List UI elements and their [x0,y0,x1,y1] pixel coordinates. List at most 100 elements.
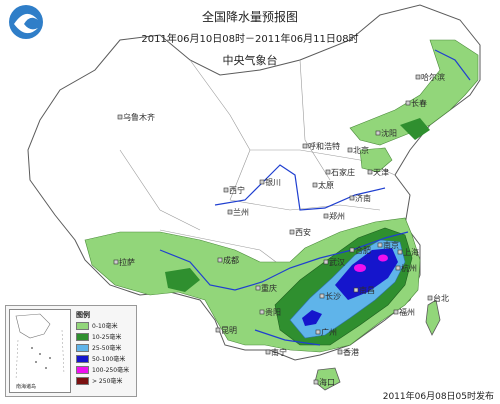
city-marker: 沈阳 [375,128,397,138]
city-marker: 香港 [337,347,359,357]
city-dot [415,74,421,80]
city-label: 福州 [399,308,415,317]
city-marker: 长沙 [319,291,341,301]
city-label: 武汉 [329,257,345,267]
city-marker: 郑州 [323,211,345,221]
city-label: 海口 [319,377,335,387]
city-marker: 贵阳 [259,307,281,317]
city-marker: 银川 [259,177,281,187]
city-marker: 长春 [405,98,427,108]
legend-swatch [76,365,89,374]
city-dot [367,169,373,175]
legend-label: > 250毫米 [92,378,123,385]
legend-box: 南海诸岛 图例 0-10毫米 10-25毫米 25-50毫米 50-100毫米 100-… [5,305,137,397]
city-marker: 武汉 [323,257,345,267]
city-dot [315,329,321,335]
legend-swatch [76,376,89,385]
city-label: 重庆 [261,283,277,293]
city-marker: 成都 [217,255,239,265]
city-marker: 杭州 [395,263,417,273]
city-marker: 天津 [367,167,389,177]
city-label: 成都 [223,255,239,265]
city-dot [377,242,383,248]
city-label: 昆明 [221,326,237,335]
legend-item: 0-10毫米 [76,321,118,330]
city-label: 广州 [321,327,337,337]
city-label: 上海 [403,247,419,257]
city-label: 香港 [343,347,359,357]
city-marker: 南宁 [265,347,287,357]
city-dot [347,147,353,153]
city-label: 郑州 [329,211,345,221]
city-label: 呼和浩特 [308,141,340,151]
city-marker: 太原 [312,180,334,190]
city-label: 合肥 [355,245,371,255]
city-dot [353,287,359,293]
city-label: 南宁 [271,347,287,357]
city-dot [265,349,271,355]
city-dot [325,169,331,175]
city-dot [319,293,325,299]
city-marker: 乌鲁木齐 [117,112,155,122]
city-label: 沈阳 [381,128,397,138]
city-dot [313,379,319,385]
city-label: 杭州 [401,263,417,273]
city-marker: 呼和浩特 [302,141,340,151]
city-dot [259,179,265,185]
city-label: 长春 [411,98,427,108]
city-dot [117,114,123,120]
agency-name: 中央气象台 [222,54,278,67]
city-marker: 西安 [289,227,311,237]
city-marker: 北京 [347,145,369,155]
city-dot [113,259,119,265]
cma-logo [9,5,43,39]
city-marker: 南昌 [353,285,375,295]
city-label: 长沙 [325,291,341,301]
city-marker: 重庆 [255,283,277,293]
rain-light-n [359,147,393,173]
legend-swatch [76,343,89,352]
rivers [159,49,471,346]
city-dot [323,259,329,265]
city-dot [227,209,233,215]
city-marker: 兰州 [227,207,249,217]
city-dot [312,182,318,188]
city-label: 哈尔滨 [421,72,445,82]
taiwan-island [425,299,441,336]
legend-title: 图例 [76,311,90,319]
yellow-river [214,164,386,211]
city-marker: 上海 [397,247,419,257]
city-label: 北京 [353,145,369,155]
city-marker: 哈尔滨 [415,72,445,82]
legend-item: 25-50毫米 [76,343,121,352]
city-dot [405,100,411,106]
city-label: 西安 [295,227,311,237]
forecast-period: 2011年06月10日08时－2011年06月11日08时 [141,34,359,45]
issue-time: 2011年06月08日05时发布 [382,392,494,402]
city-dot [217,257,223,263]
rain-severe-1 [354,264,366,272]
rain-storm-sw [302,310,322,326]
city-dot [302,143,308,149]
city-dot [395,265,401,271]
legend-swatch [76,332,89,341]
legend-item: > 250毫米 [76,376,122,385]
city-marker: 西宁 [223,185,245,195]
city-label: 石家庄 [331,167,355,177]
city-marker: 合肥 [349,245,371,255]
city-label: 西宁 [229,185,245,195]
city-label: 济南 [355,193,371,203]
city-dot [349,247,355,253]
map-title: 全国降水量预报图 [201,10,298,24]
city-marker: 福州 [393,308,415,317]
rain-severe-2 [378,254,388,262]
city-dot [323,213,329,219]
rain-moderate-w [165,268,200,292]
city-marker: 石家庄 [325,167,355,177]
city-dot [397,249,403,255]
city-dot [215,327,221,333]
city-label: 贵阳 [265,307,281,317]
city-marker: 海口 [313,377,335,387]
